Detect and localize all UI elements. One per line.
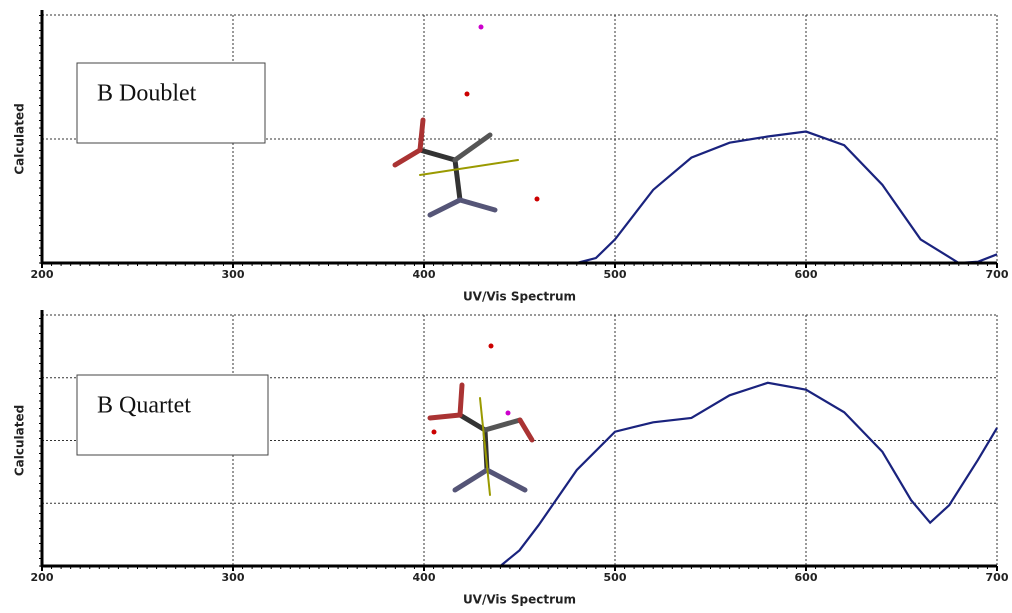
chart-panel: 200 300 400 500 600 700 UV/Vis Spectrum Calcula…	[13, 310, 1009, 607]
x-tick-label: 200	[31, 268, 54, 281]
x-tick-label: 600	[795, 268, 818, 281]
x-axis-label: UV/Vis Spectrum	[463, 593, 576, 607]
x-tick-label: 700	[986, 571, 1009, 584]
x-tick-label: 600	[795, 571, 818, 584]
figure: 200 300 400 500 600 700 UV/Vis Spectrum Calcula…	[0, 0, 1012, 613]
x-tick-label: 400	[413, 268, 436, 281]
x-tick-label: 500	[604, 268, 627, 281]
x-tick-label: 500	[604, 571, 627, 584]
x-tick-label: 300	[222, 571, 245, 584]
annotation: B Doublet	[97, 81, 197, 107]
molecule-1	[395, 25, 540, 216]
chart-panel: 200 300 400 500 600 700 UV/Vis Spectrum Calcula…	[13, 10, 1009, 304]
x-tick-label: 400	[413, 571, 436, 584]
molecule-2	[430, 344, 532, 496]
spectrum-line	[42, 132, 997, 263]
x-tick-label: 200	[31, 571, 54, 584]
x-tick-label: 700	[986, 268, 1009, 281]
x-tick-label: 300	[222, 268, 245, 281]
y-axis-label: Calculated	[13, 103, 27, 174]
y-axis-label: Calculated	[13, 405, 27, 476]
annotation: B Quartet	[97, 393, 191, 419]
x-axis-label: UV/Vis Spectrum	[463, 290, 576, 304]
